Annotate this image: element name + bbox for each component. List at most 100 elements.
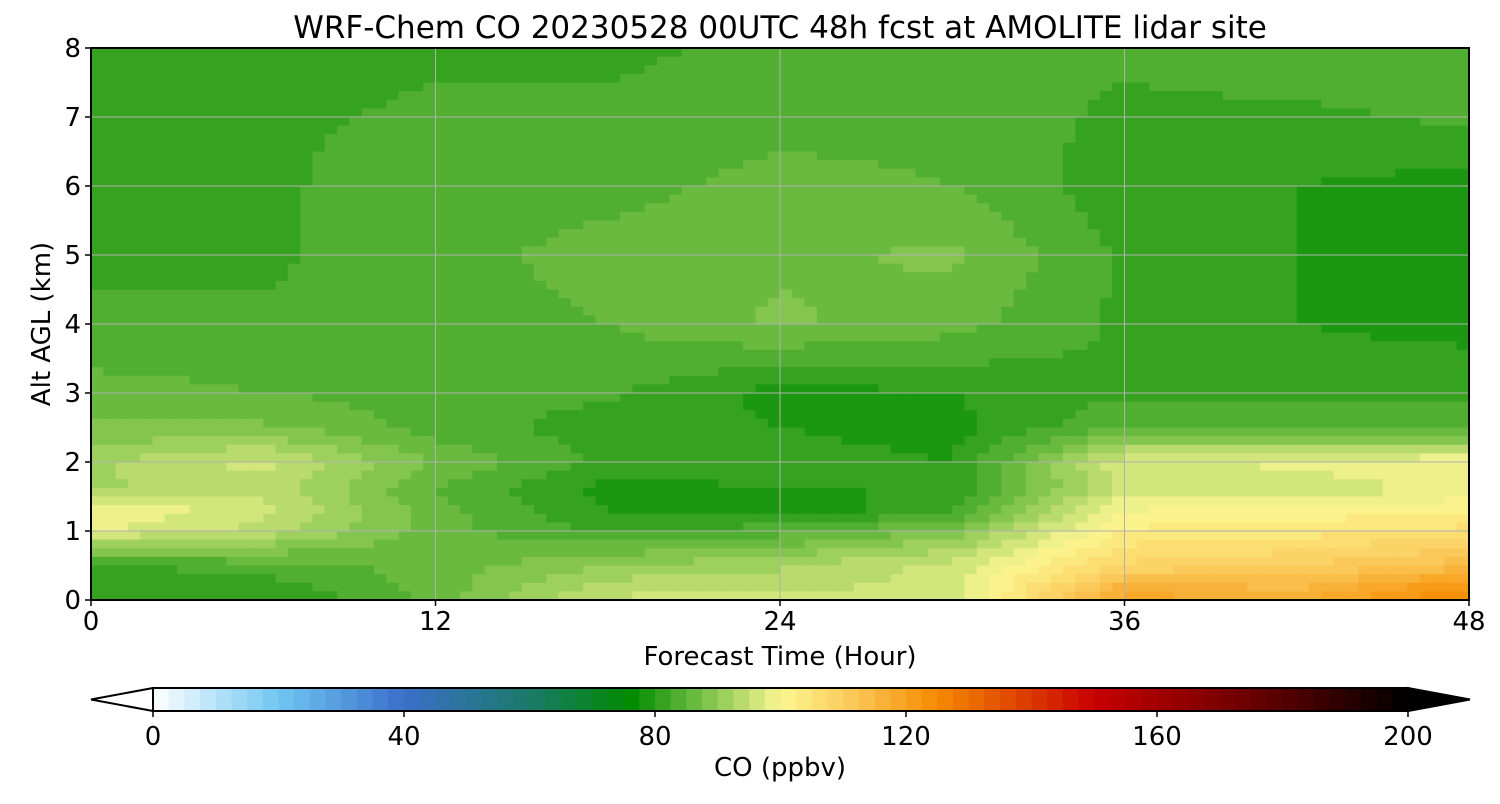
heatmap-cell: [1136, 134, 1150, 144]
heatmap-cell: [792, 48, 806, 58]
heatmap-cell: [91, 168, 104, 178]
heatmap-cell: [460, 341, 474, 351]
heatmap-cell: [115, 349, 129, 360]
heatmap-cell: [435, 332, 449, 342]
heatmap-cell: [632, 211, 646, 222]
heatmap-cell: [103, 73, 117, 84]
heatmap-cell: [1345, 82, 1359, 92]
heatmap-cell: [1050, 324, 1064, 334]
heatmap-cell: [1210, 332, 1224, 342]
heatmap-cell: [1309, 393, 1322, 403]
heatmap-cell: [1419, 220, 1433, 230]
heatmap-cell: [546, 194, 560, 204]
heatmap-cell: [201, 108, 215, 118]
heatmap-cell: [189, 220, 203, 230]
heatmap-cell: [1013, 367, 1027, 377]
heatmap-cell: [410, 289, 424, 299]
heatmap-cell: [533, 203, 547, 213]
heatmap-cell: [250, 82, 264, 92]
heatmap-cell: [91, 315, 104, 325]
heatmap-cell: [103, 117, 117, 127]
heatmap-cell: [1173, 220, 1187, 230]
heatmap-cell: [189, 418, 203, 429]
heatmap-cell: [767, 367, 781, 377]
heatmap-cell: [1432, 160, 1445, 170]
heatmap-cell: [1456, 410, 1469, 420]
heatmap-cell: [570, 211, 584, 222]
heatmap-cell: [1247, 272, 1261, 282]
heatmap-cell: [140, 82, 154, 92]
heatmap-cell: [91, 99, 104, 109]
heatmap-cell: [1001, 48, 1015, 58]
heatmap-cell: [829, 48, 843, 58]
heatmap-cell: [1247, 151, 1261, 161]
heatmap-cell: [1013, 410, 1027, 420]
heatmap-cell: [423, 384, 437, 394]
heatmap-cell: [410, 237, 424, 247]
heatmap-cell: [743, 418, 756, 429]
heatmap-cell: [361, 142, 375, 153]
heatmap-cell: [964, 108, 978, 118]
heatmap-cell: [927, 142, 941, 153]
heatmap-cell: [1001, 125, 1015, 135]
heatmap-cell: [447, 427, 461, 437]
heatmap-cell: [583, 393, 597, 403]
heatmap-cell: [1296, 349, 1310, 360]
heatmap-cell: [300, 194, 314, 204]
heatmap-cell: [1358, 246, 1372, 256]
heatmap-cell: [816, 134, 830, 144]
heatmap-cell: [939, 48, 953, 58]
heatmap-cell: [644, 358, 658, 368]
heatmap-cell: [177, 341, 191, 351]
heatmap-cell: [410, 349, 424, 360]
heatmap-cell: [1321, 151, 1335, 161]
heatmap-cell: [1296, 315, 1310, 325]
heatmap-cell: [324, 56, 338, 66]
heatmap-cell: [1087, 418, 1101, 429]
heatmap-cell: [1112, 186, 1126, 196]
heatmap-cell: [410, 272, 424, 282]
heatmap-cell: [214, 263, 227, 273]
heatmap-cell: [1419, 332, 1433, 342]
heatmap-cell: [693, 125, 707, 135]
heatmap-cell: [1333, 203, 1347, 213]
heatmap-cell: [398, 211, 412, 222]
heatmap-cell: [595, 367, 609, 377]
heatmap-cell: [1075, 151, 1089, 161]
heatmap-cell: [693, 237, 707, 247]
heatmap-cell: [693, 349, 707, 360]
heatmap-cell: [1370, 203, 1384, 213]
heatmap-cell: [410, 56, 424, 66]
heatmap-cell: [521, 134, 535, 144]
heatmap-cell: [1432, 358, 1445, 368]
heatmap-cell: [1321, 134, 1335, 144]
heatmap-cell: [1013, 289, 1027, 299]
heatmap-cell: [521, 410, 535, 420]
heatmap-cell: [989, 142, 1003, 153]
heatmap-cell: [1075, 160, 1089, 170]
heatmap-cell: [730, 384, 744, 394]
heatmap-cell: [1198, 246, 1212, 256]
heatmap-cell: [1272, 384, 1286, 394]
heatmap-cell: [915, 56, 929, 66]
heatmap-cell: [915, 418, 929, 429]
heatmap-cell: [386, 315, 400, 325]
heatmap-cell: [853, 177, 867, 187]
heatmap-cell: [755, 246, 769, 256]
heatmap-cell: [447, 177, 461, 187]
heatmap-cell: [1075, 168, 1089, 178]
heatmap-cell: [1198, 91, 1212, 101]
heatmap-cell: [373, 160, 387, 170]
heatmap-cell: [398, 341, 412, 351]
heatmap-cell: [718, 324, 732, 334]
heatmap-cell: [1395, 125, 1409, 135]
heatmap-cell: [656, 99, 670, 109]
heatmap-cell: [816, 255, 830, 265]
heatmap-cell: [349, 73, 363, 84]
heatmap-cell: [1272, 341, 1286, 351]
heatmap-cell: [1026, 410, 1039, 420]
heatmap-cell: [497, 427, 510, 437]
heatmap-cell: [718, 220, 732, 230]
heatmap-cell: [829, 99, 843, 109]
heatmap-cell: [1370, 324, 1384, 334]
